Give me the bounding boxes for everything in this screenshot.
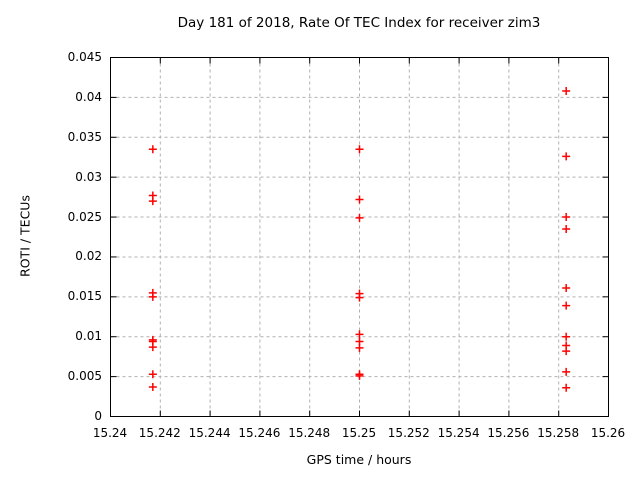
x-tick-label: 15.252 [387,426,430,440]
data-point-marker [562,347,571,356]
data-point-marker [562,152,571,161]
data-point-marker [562,213,571,222]
chart-title: Day 181 of 2018, Rate Of TEC Index for r… [177,15,541,31]
x-tick-label: 15.26 [590,426,626,440]
y-tick-label: 0.03 [75,169,102,184]
plot-frame [110,57,609,417]
data-point-marker [148,292,157,301]
data-point-marker [355,330,364,339]
x-tick-label: 15.246 [238,426,281,440]
data-point-marker [148,370,157,379]
y-tick-label: 0.04 [75,89,102,104]
y-tick-label: 0.045 [67,50,102,64]
data-point-marker [355,371,364,380]
data-point-marker [148,145,157,154]
x-tick-label: 15.254 [437,426,480,440]
data-point-marker [562,367,571,376]
x-tick-label: 15.24 [92,426,128,440]
data-point-marker [148,197,157,206]
data-point-marker [355,145,364,154]
y-tick-label: 0.005 [67,369,102,384]
data-point-marker [148,382,157,391]
y-tick-label: 0.02 [75,249,102,264]
data-point-marker [355,195,364,204]
data-point-marker [562,225,571,234]
x-tick-label: 15.256 [487,426,530,440]
x-axis-label: GPS time / hours [306,452,412,467]
y-tick-label: 0 [94,409,102,423]
y-tick-label: 0.015 [67,289,102,304]
x-tick-label: 15.25 [341,426,377,440]
data-point-marker [562,284,571,293]
x-tick-label: 15.244 [188,426,231,440]
y-tick-label: 0.025 [67,209,102,224]
y-tick-label: 0.01 [75,329,102,344]
x-tick-label: 15.248 [288,426,331,440]
data-point-marker [562,332,571,341]
y-tick-label: 0.035 [67,129,102,144]
plot-svg [110,57,609,417]
data-point-marker [355,343,364,352]
x-tick-label: 15.242 [138,426,181,440]
data-point-marker [148,343,157,352]
x-tick-label: 15.258 [537,426,580,440]
data-point-marker [355,293,364,302]
data-point-marker [562,383,571,392]
data-point-marker [355,213,364,222]
data-point-marker [562,301,571,310]
data-point-marker [562,87,571,96]
